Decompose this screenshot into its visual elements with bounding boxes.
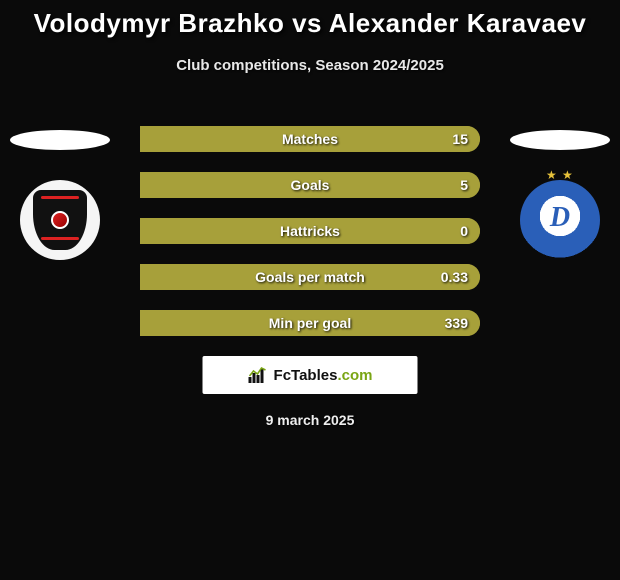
season-subtitle: Club competitions, Season 2024/2025 xyxy=(0,57,620,74)
stat-bar-label: Goals xyxy=(291,177,330,193)
player-right-halo xyxy=(510,130,610,150)
stat-bar: Min per goal 339 xyxy=(140,310,480,336)
player-left-halo xyxy=(10,130,110,150)
stat-bar-value-right: 0 xyxy=(460,218,468,244)
stat-bar-value-right: 5 xyxy=(460,172,468,198)
stat-bar-label: Hattricks xyxy=(280,223,340,239)
page-title: Volodymyr Brazhko vs Alexander Karavaev xyxy=(0,0,620,39)
crest-right-letter: D xyxy=(520,202,600,234)
stat-bar: Matches 15 xyxy=(140,126,480,152)
stat-bar-value-right: 0.33 xyxy=(441,264,468,290)
stat-bar-value-right: 15 xyxy=(452,126,468,152)
stat-bar-value-right: 339 xyxy=(445,310,468,336)
club-crest-left xyxy=(20,180,100,260)
brand-name: FcTables xyxy=(274,367,338,384)
stat-bar-label: Matches xyxy=(282,131,338,147)
brand-badge[interactable]: FcTables.com xyxy=(203,356,418,394)
stat-bar-label: Goals per match xyxy=(255,269,365,285)
stat-bar: Hattricks 0 xyxy=(140,218,480,244)
stat-bar: Goals per match 0.33 xyxy=(140,264,480,290)
brand-suffix: .com xyxy=(337,367,372,384)
barchart-icon xyxy=(248,365,268,385)
stat-bars: Matches 15 Goals 5 Hattricks 0 Goals per match… xyxy=(140,126,480,356)
snapshot-date: 9 march 2025 xyxy=(0,412,620,428)
club-crest-right: ★ ★ D xyxy=(520,180,600,260)
stat-bar: Goals 5 xyxy=(140,172,480,198)
stat-bar-label: Min per goal xyxy=(269,315,351,331)
brand-text: FcTables.com xyxy=(274,367,373,384)
